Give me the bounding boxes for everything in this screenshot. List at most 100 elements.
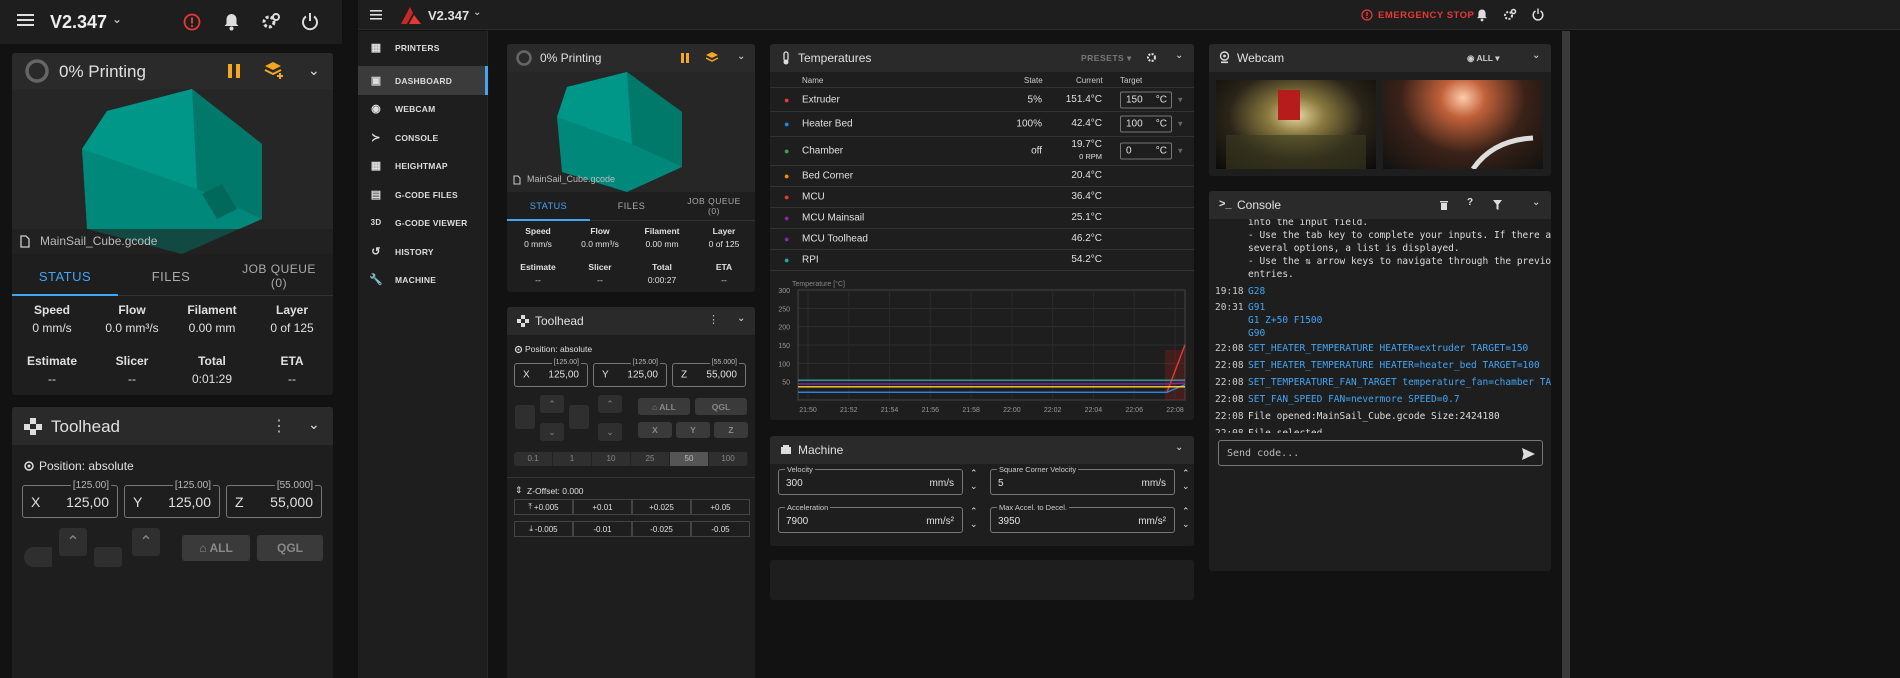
more-icon[interactable]: ⋮ bbox=[271, 418, 287, 435]
decrement-icon[interactable]: ⌄ bbox=[970, 481, 978, 491]
axis-field-y[interactable]: Y 125,00 [125.00] bbox=[124, 480, 220, 518]
console-command[interactable]: G91 bbox=[1248, 302, 1266, 313]
tab-files[interactable]: FILES bbox=[151, 269, 191, 284]
chevron-down-icon[interactable]: ⌄ bbox=[112, 12, 123, 26]
accel-field[interactable]: Acceleration 7900 mm/s² bbox=[778, 503, 963, 533]
z-offset-up-1[interactable]: +0.01 bbox=[573, 499, 632, 515]
chevron-down-icon[interactable]: ⌄ bbox=[473, 7, 482, 18]
sidebar-item-g-code-files[interactable]: ▤ G-CODE FILES bbox=[358, 180, 488, 209]
power-icon[interactable] bbox=[1532, 8, 1544, 21]
increment-icon[interactable]: ⌃ bbox=[970, 468, 978, 478]
jog-y-plus[interactable]: ⌃ bbox=[540, 395, 564, 413]
step-25[interactable]: 25 bbox=[631, 452, 670, 466]
sidebar-item-dashboard[interactable]: ▣ DASHBOARD bbox=[358, 66, 488, 95]
sensor-icon[interactable]: ● bbox=[784, 234, 790, 244]
console-input[interactable]: Send code... bbox=[1218, 440, 1543, 466]
emergency-icon[interactable] bbox=[183, 13, 201, 31]
jog-xy-minus[interactable] bbox=[24, 547, 52, 567]
qgl-button[interactable]: QGL bbox=[695, 398, 747, 415]
sidebar-item-heightmap[interactable]: ▦ HEIGHTMAP bbox=[358, 151, 488, 180]
sensor-icon[interactable]: ● bbox=[784, 255, 790, 265]
z-offset-up-2[interactable]: +0.025 bbox=[632, 499, 691, 515]
z-offset-down-2[interactable]: -0.025 bbox=[632, 521, 691, 537]
jog-x-plus[interactable] bbox=[569, 405, 589, 429]
sensor-icon[interactable]: ● bbox=[784, 213, 790, 223]
step-100[interactable]: 100 bbox=[709, 452, 748, 466]
exclude-object-icon[interactable] bbox=[264, 61, 284, 80]
jog-z-minus[interactable]: ⌄ bbox=[598, 423, 622, 441]
decel-field[interactable]: Max Accel. to Decel. 3950 mm/s² bbox=[990, 503, 1175, 533]
z-offset-down-1[interactable]: -0.01 bbox=[573, 521, 632, 537]
step-50[interactable]: 50 bbox=[670, 452, 709, 466]
decrement-icon[interactable]: ⌄ bbox=[1182, 519, 1190, 529]
collapse-icon[interactable]: ⌄ bbox=[1532, 50, 1541, 61]
more-icon[interactable]: ⋮ bbox=[708, 314, 719, 326]
sensor-icon[interactable]: ● bbox=[784, 94, 790, 105]
increment-icon[interactable]: ⌃ bbox=[1182, 468, 1190, 478]
jog-x-plus[interactable] bbox=[94, 547, 122, 567]
emergency-stop-button[interactable]: EMERGENCY STOP bbox=[1361, 9, 1474, 21]
home-all-button[interactable]: ⌂ ALL bbox=[638, 398, 690, 415]
sensor-icon[interactable]: ● bbox=[784, 192, 790, 202]
jog-y-minus[interactable]: ⌄ bbox=[540, 423, 564, 441]
bell-icon[interactable] bbox=[223, 12, 240, 31]
pause-icon[interactable] bbox=[681, 53, 689, 63]
collapse-icon[interactable]: ⌄ bbox=[1175, 442, 1184, 453]
axis-field-z[interactable]: Z 55,000 [55.000] bbox=[672, 359, 746, 387]
z-offset-up-3[interactable]: +0.05 bbox=[691, 499, 750, 515]
console-command[interactable]: SET_HEATER_TEMPERATURE HEATER=heater_bed… bbox=[1248, 360, 1540, 371]
jog-z-plus[interactable]: ⌃ bbox=[598, 395, 622, 413]
tab-files[interactable]: FILES bbox=[617, 201, 646, 211]
step-1[interactable]: 1 bbox=[553, 452, 592, 466]
power-icon[interactable] bbox=[301, 12, 319, 31]
tab-status[interactable]: STATUS bbox=[529, 201, 568, 211]
sidebar-item-webcam[interactable]: ◉ WEBCAM bbox=[358, 94, 488, 123]
collapse-icon[interactable]: ⌄ bbox=[737, 51, 746, 62]
send-icon[interactable] bbox=[1522, 448, 1535, 460]
target-dropdown-icon[interactable]: ▾ bbox=[1178, 145, 1183, 156]
bell-icon[interactable] bbox=[1476, 8, 1488, 22]
target-input[interactable]: 0 °C bbox=[1120, 142, 1172, 160]
step-10[interactable]: 10 bbox=[592, 452, 631, 466]
qgl-button[interactable]: QGL bbox=[257, 535, 323, 561]
increment-icon[interactable]: ⌃ bbox=[970, 506, 978, 516]
sensor-icon[interactable]: ● bbox=[784, 119, 790, 129]
webcam-filter[interactable]: ◉ ALL ▾ bbox=[1467, 53, 1500, 63]
help-icon[interactable]: ? bbox=[1467, 197, 1474, 208]
sidebar-item-machine[interactable]: 🔧 MACHINE bbox=[358, 265, 488, 294]
sidebar-item-printers[interactable]: ▦ PRINTERS bbox=[358, 33, 488, 62]
tab-job-queue[interactable]: JOB QUEUE (0) bbox=[687, 196, 741, 216]
sqv-field[interactable]: Square Corner Velocity 5 mm/s bbox=[990, 465, 1175, 495]
tab-job-queue[interactable]: JOB QUEUE (0) bbox=[242, 262, 316, 290]
pause-icon[interactable] bbox=[228, 64, 240, 78]
collapse-icon[interactable]: ⌄ bbox=[308, 62, 320, 78]
sensor-icon[interactable]: ● bbox=[784, 171, 790, 181]
target-input[interactable]: 150 °C bbox=[1120, 91, 1172, 108]
z-offset-down-3[interactable]: -0.05 bbox=[691, 521, 750, 537]
target-dropdown-icon[interactable]: ▾ bbox=[1178, 94, 1183, 104]
version-label[interactable]: V2.347 bbox=[50, 12, 108, 32]
jog-z-plus[interactable]: ⌃ bbox=[132, 528, 160, 556]
collapse-icon[interactable]: ⌄ bbox=[1532, 197, 1541, 208]
console-command[interactable]: G1 Z+50 F1500 bbox=[1248, 315, 1323, 326]
axis-field-x[interactable]: X 125,00 [125.00] bbox=[22, 480, 118, 518]
jog-xy-minus[interactable] bbox=[515, 405, 535, 429]
settings-icon[interactable] bbox=[261, 12, 281, 32]
sidebar-item-console[interactable]: ≻ CONSOLE bbox=[358, 123, 488, 152]
z-offset-down-0[interactable]: ⤓ -0.005 bbox=[514, 521, 573, 537]
target-dropdown-icon[interactable]: ▾ bbox=[1178, 118, 1183, 129]
sidebar-item-history[interactable]: ↺ HISTORY bbox=[358, 237, 488, 266]
home-all-button[interactable]: ⌂ ALL bbox=[182, 535, 250, 561]
settings-icon[interactable] bbox=[1146, 52, 1157, 63]
target-input[interactable]: 100 °C bbox=[1120, 115, 1172, 133]
axis-field-z[interactable]: Z 55,000 [55.000] bbox=[226, 480, 322, 518]
console-command[interactable]: G90 bbox=[1248, 328, 1266, 339]
home-y-button[interactable]: Y bbox=[676, 422, 710, 438]
console-command[interactable]: G28 bbox=[1248, 286, 1266, 297]
collapse-icon[interactable]: ⌄ bbox=[308, 416, 320, 432]
menu-icon[interactable] bbox=[370, 10, 382, 20]
home-x-button[interactable]: X bbox=[638, 422, 672, 438]
presets-button[interactable]: PRESETS ▾ bbox=[1081, 53, 1132, 63]
decrement-icon[interactable]: ⌄ bbox=[970, 519, 978, 529]
home-z-button[interactable]: Z bbox=[714, 422, 748, 438]
